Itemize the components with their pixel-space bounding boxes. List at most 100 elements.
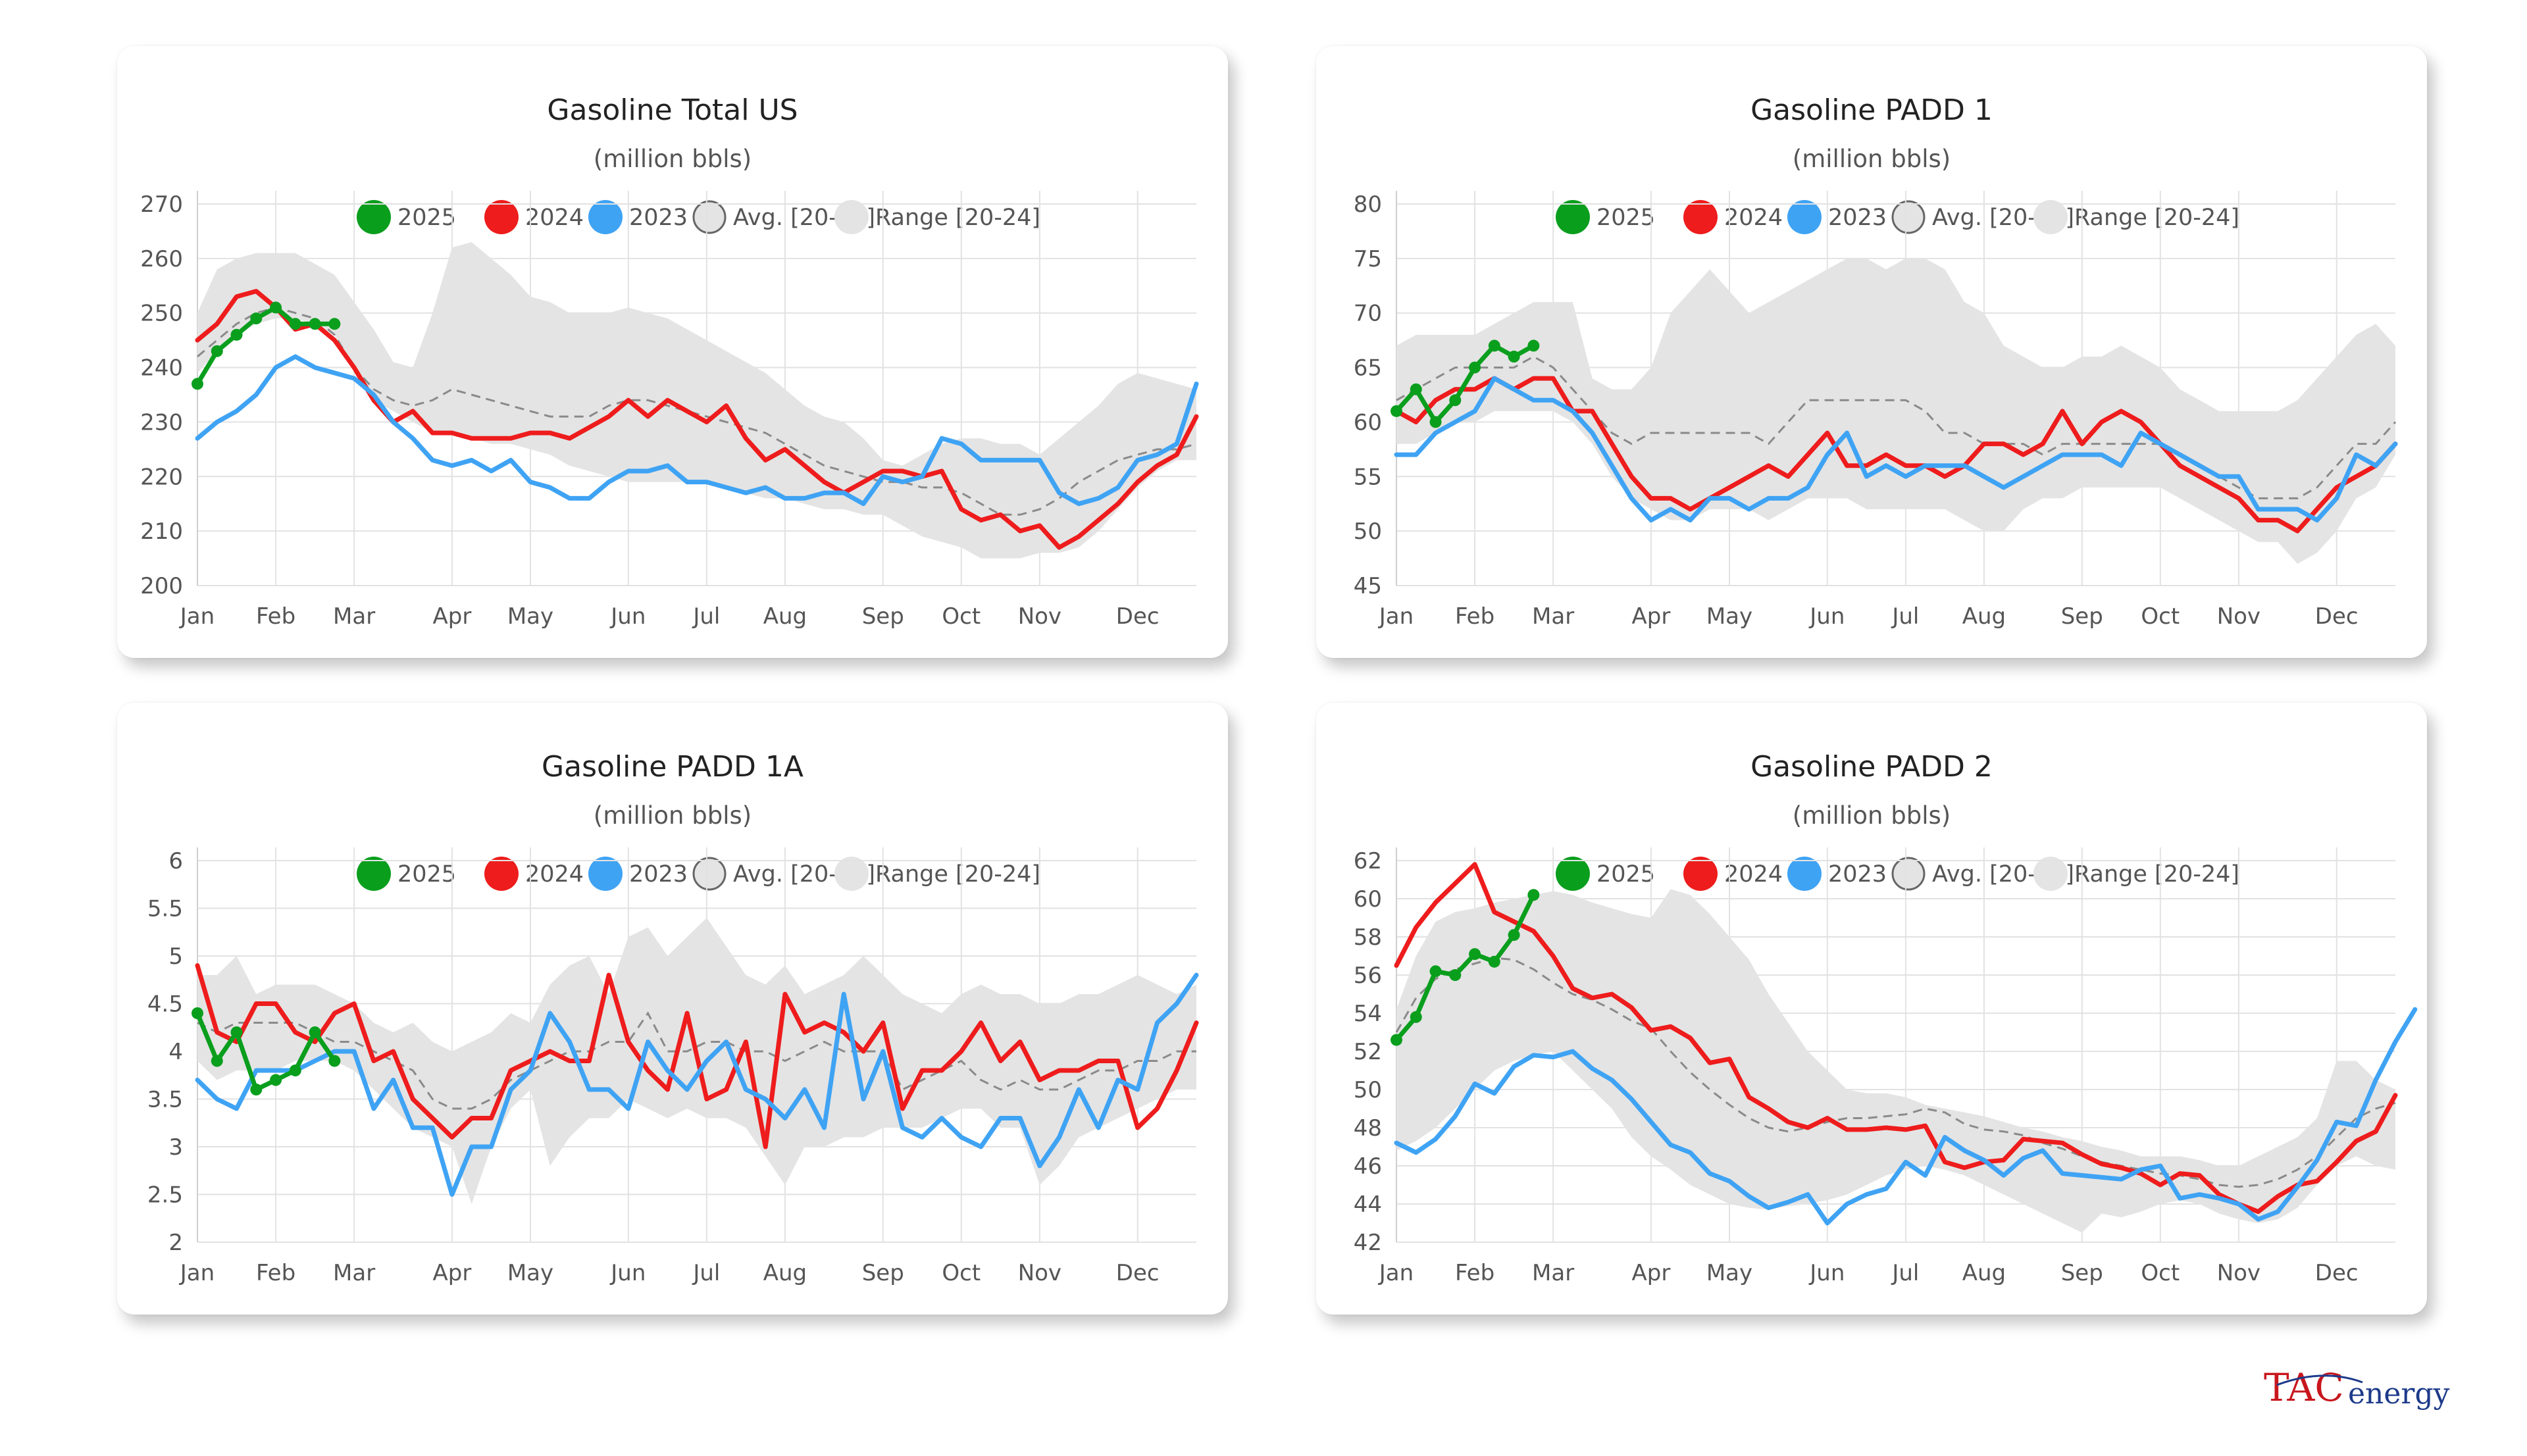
y-tick-label: 58: [1354, 924, 1382, 951]
legend-swatch: [588, 857, 623, 891]
y-tick-label: 50: [1354, 518, 1382, 545]
series-line-2024: [1394, 376, 2398, 534]
legend-item-range-20-24: Range [20-24]: [834, 857, 1040, 891]
y-tick-label: 70: [1354, 301, 1382, 327]
legend-label: 2025: [1596, 205, 1655, 231]
logo-swoosh: [2276, 1374, 2363, 1386]
x-tick-label: Sep: [862, 603, 904, 630]
series-line-avg: [197, 306, 1197, 516]
x-tick-label: Aug: [1962, 1260, 2006, 1286]
series-point-2025: [230, 1026, 243, 1038]
legend-label: Range [20-24]: [875, 205, 1040, 231]
legend-swatch: [834, 200, 869, 234]
series-point-2025: [1449, 969, 1462, 981]
series-point-2025: [1527, 339, 1540, 352]
series-point-2025: [191, 1007, 203, 1019]
x-tick-label: Oct: [2141, 603, 2180, 630]
y-tick-label: 250: [140, 301, 183, 327]
chart-subtitle: (million bbls): [1793, 801, 1951, 830]
legend-swatch: [2033, 200, 2068, 234]
y-tick-label: 210: [140, 518, 183, 545]
chart-svg: Gasoline PADD 2 (million bbls) 2025 2024 202…: [1354, 750, 2418, 1286]
x-tick-label: Jul: [692, 1260, 720, 1286]
series-point-2025: [1527, 889, 1540, 901]
range-band: [1396, 889, 2395, 1233]
legend-item-2024: 2024: [484, 200, 584, 234]
legend-item-2025: 2025: [1556, 857, 1655, 891]
legend-swatch: [1891, 200, 1926, 234]
legend-swatch: [484, 857, 519, 891]
series-line-2024: [195, 963, 1199, 1149]
x-tick-label: Oct: [942, 1260, 981, 1286]
series-point-2025: [270, 301, 282, 314]
series-point-2025: [270, 1074, 282, 1086]
y-tick-label: 60: [1354, 886, 1382, 913]
series-point-2025: [250, 1084, 263, 1095]
legend-label: Range [20-24]: [2074, 861, 2239, 888]
legend-label: 2025: [397, 861, 456, 888]
series-line-2023: [1394, 1007, 2418, 1226]
legend-label: Range [20-24]: [875, 861, 1040, 888]
series-point-2025: [328, 1055, 341, 1067]
y-tick-label: 56: [1354, 963, 1382, 989]
legend-item-2023: 2023: [588, 200, 688, 234]
legend-item-range-20-24: Range [20-24]: [834, 200, 1040, 234]
x-tick-label: Nov: [1018, 603, 1061, 630]
x-tick-label: Feb: [256, 603, 295, 630]
series-point-2025: [1429, 965, 1442, 978]
x-tick-label: Jul: [1891, 603, 1919, 630]
x-tick-label: Mar: [1532, 1260, 1574, 1286]
legend-item-2024: 2024: [1683, 857, 1783, 891]
legend-swatch: [1556, 857, 1590, 891]
series-point-2025: [1410, 1011, 1422, 1023]
legend-label: 2024: [525, 205, 584, 231]
chart-card-padd-1a: Gasoline PADD 1A (million bbls) 2025 2024 20…: [117, 703, 1228, 1315]
y-tick-label: 4: [168, 1039, 183, 1065]
y-tick-label: 200: [140, 573, 183, 599]
x-tick-label: Jun: [609, 603, 646, 630]
legend-label: Range [20-24]: [2074, 205, 2239, 231]
legend-item-2024: 2024: [1683, 200, 1783, 234]
legend-swatch: [692, 200, 727, 234]
series-point-2025: [309, 1026, 321, 1038]
series-point-2025: [230, 328, 243, 341]
chart-title: Gasoline PADD 1A: [542, 750, 804, 784]
x-tick-label: Feb: [1455, 1260, 1494, 1286]
y-tick-label: 3: [168, 1134, 183, 1161]
x-tick-label: Sep: [862, 1260, 904, 1286]
x-tick-label: Jan: [179, 1260, 215, 1286]
chart-card-padd-1: Gasoline PADD 1 (million bbls) 2025 2024 202…: [1316, 46, 2427, 658]
logo-tac-text: TAC: [2264, 1365, 2344, 1410]
legend-label: 2023: [1828, 861, 1887, 888]
y-tick-label: 6: [168, 848, 183, 874]
y-tick-label: 65: [1354, 355, 1382, 382]
legend-label: 2024: [1724, 861, 1783, 888]
x-tick-label: Dec: [1116, 1260, 1160, 1286]
legend-swatch: [1683, 200, 1718, 234]
range-band: [197, 242, 1196, 559]
chart-subtitle: (million bbls): [594, 145, 752, 173]
series-point-2025: [250, 313, 263, 324]
x-tick-label: Dec: [1116, 603, 1160, 630]
y-tick-label: 5: [168, 943, 183, 970]
x-tick-label: Nov: [2217, 1260, 2260, 1286]
x-tick-label: Oct: [2141, 1260, 2180, 1286]
y-tick-label: 45: [1354, 573, 1382, 599]
x-tick-label: May: [507, 1260, 553, 1286]
x-tick-label: Jun: [609, 1260, 646, 1286]
y-tick-label: 270: [140, 191, 183, 218]
y-tick-label: 46: [1354, 1153, 1382, 1180]
legend-label: 2024: [1724, 205, 1783, 231]
x-tick-label: Feb: [256, 1260, 295, 1286]
series-line-2023: [195, 354, 1199, 507]
series-point-2025: [1429, 416, 1442, 428]
legend-swatch: [1556, 200, 1590, 234]
y-tick-label: 3.5: [147, 1087, 183, 1113]
x-tick-label: Feb: [1455, 603, 1494, 630]
legend-swatch: [1787, 200, 1822, 234]
series-point-2025: [1391, 1034, 1402, 1046]
tac-energy-logo: TAC energy: [2264, 1365, 2450, 1411]
legend-swatch: [1787, 857, 1822, 891]
legend-item-2023: 2023: [588, 857, 688, 891]
legend-swatch: [692, 857, 727, 891]
